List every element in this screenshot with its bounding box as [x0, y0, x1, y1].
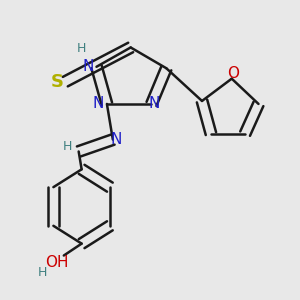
Text: N: N — [82, 59, 94, 74]
Text: N: N — [111, 132, 122, 147]
Text: N: N — [93, 96, 104, 111]
Text: H: H — [63, 140, 72, 153]
Text: N: N — [148, 96, 160, 111]
Text: O: O — [227, 66, 239, 81]
Text: S: S — [50, 73, 64, 91]
Text: OH: OH — [46, 255, 69, 270]
Text: H: H — [77, 42, 86, 56]
Text: H: H — [38, 266, 47, 279]
